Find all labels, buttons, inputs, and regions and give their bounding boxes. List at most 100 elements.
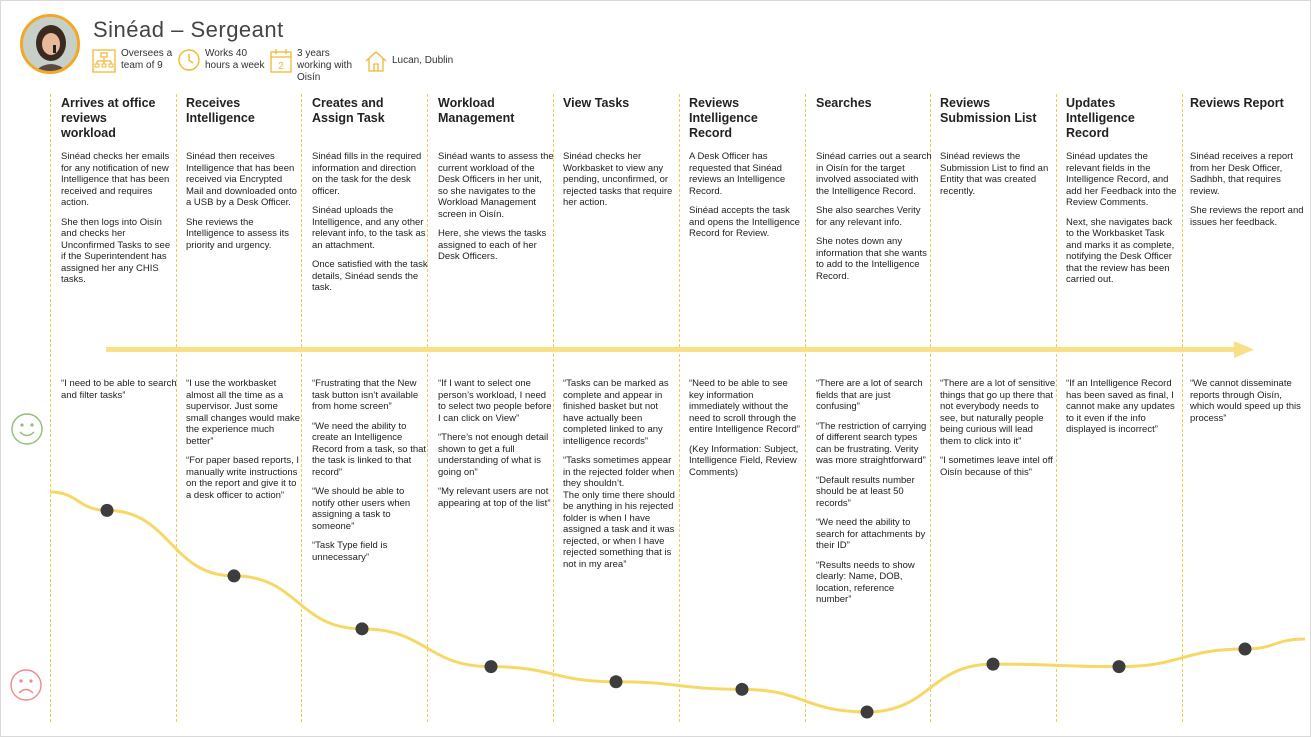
- stage-column: View Tasks Sinéad checks her Workbasket t…: [563, 96, 679, 217]
- house-icon: [365, 51, 387, 72]
- persona-name: Sinéad – Sergeant: [93, 17, 284, 42]
- stage-quotes: “There are a lot of search fields that a…: [816, 378, 932, 614]
- quote: “There are a lot of search fields that a…: [816, 378, 923, 412]
- stage-column: Reviews Intelligence Record A Desk Office…: [689, 96, 805, 248]
- stage-quotes: “There are a lot of sensitive things tha…: [940, 378, 1056, 486]
- stage-quotes: “If an Intelligence Record has been save…: [1066, 378, 1182, 444]
- description-paragraph: She reviews the Intelligence to assess i…: [186, 216, 289, 251]
- stage-description: Sinéad checks her emails for any notific…: [61, 151, 177, 286]
- stage-divider: [805, 94, 806, 722]
- stage-quotes: “We cannot disseminate reports through O…: [1190, 378, 1306, 432]
- stage-divider: [1056, 94, 1057, 722]
- description-paragraph: Sinéad checks her Workbasket to view any…: [563, 151, 673, 208]
- quote: “We should be able to notify other users…: [312, 486, 411, 532]
- stage-column: Reviews Submission List Sinéad reviews th…: [940, 96, 1056, 205]
- quote: “The restriction of carrying of differen…: [816, 420, 927, 467]
- calendar-icon-number: 2: [278, 61, 284, 72]
- quote: “Frustrating that the New task button is…: [312, 378, 419, 412]
- stage-quotes: “I use the workbasket almost all the tim…: [186, 378, 302, 509]
- stage-quotes: “I need to be able to search and filter …: [61, 378, 177, 409]
- fact-hours: Works 40 hours a week: [177, 48, 264, 72]
- stage-divider: [553, 94, 554, 722]
- timeline-arrow: [106, 341, 1254, 358]
- stage-column: Reviews Report Sinéad receives a report f…: [1190, 96, 1306, 236]
- quote: “If I want to select one person’s worklo…: [438, 378, 552, 424]
- description-paragraph: Sinéad wants to assess the current workl…: [438, 151, 554, 220]
- fact-location: Lucan, Dublin: [364, 50, 453, 72]
- stage-divider: [301, 94, 302, 722]
- stage-quotes: “Tasks can be marked as complete and app…: [563, 378, 679, 578]
- description-paragraph: Sinéad then receives Intelligence that h…: [186, 151, 297, 208]
- fact-years: 2 3 years working with Oisín: [269, 48, 352, 84]
- description-paragraph: Sinéad fills in the required information…: [312, 151, 422, 197]
- stage-column: Receives Intelligence Sinéad then receive…: [186, 96, 302, 259]
- quote: “Results needs to show clearly: Name, DO…: [816, 559, 915, 606]
- quote: “There’s not enough detail shown to get …: [438, 432, 549, 478]
- sad-face-icon: [10, 669, 42, 701]
- quote: “Tasks can be marked as complete and app…: [563, 378, 669, 447]
- description-paragraph: Sinéad reviews the Submission List to fi…: [940, 151, 1049, 197]
- stage-title: Reviews Submission List: [940, 96, 1037, 125]
- stage-title: Receives Intelligence: [186, 96, 255, 125]
- description-paragraph: She reviews the report and issues her fe…: [1190, 205, 1304, 228]
- emotion-point: [1112, 660, 1126, 674]
- stage-quotes: “Need to be able to see key information …: [689, 378, 805, 486]
- description-paragraph: She then logs into Oisín and checks her …: [61, 216, 171, 286]
- quote: “I use the workbasket almost all the tim…: [186, 378, 301, 447]
- description-paragraph: Once satisfied with the task details, Si…: [312, 259, 428, 293]
- quote: “Default results number should be at lea…: [816, 474, 915, 509]
- org-chart-icon: [92, 49, 116, 73]
- quote: “There are a lot of sensitive things tha…: [940, 378, 1056, 447]
- description-paragraph: Sinéad checks her emails for any notific…: [61, 151, 170, 208]
- stage-title: Workload Management: [438, 96, 515, 125]
- quote: “Tasks sometimes appear in the rejected …: [563, 455, 675, 570]
- stage-quotes: “Frustrating that the New task button is…: [312, 378, 428, 571]
- quote: “We cannot disseminate reports through O…: [1190, 378, 1301, 424]
- avatar-photo: [23, 17, 77, 71]
- emotion-point: [860, 705, 874, 719]
- description-paragraph: Sinéad uploads the Intelligence, and any…: [312, 205, 426, 251]
- stage-description: Sinéad reviews the Submission List to fi…: [940, 151, 1056, 197]
- emotion-line: [49, 490, 1306, 714]
- stage-divider: [50, 94, 51, 722]
- emotion-point: [100, 503, 114, 517]
- stage-description: Sinéad fills in the required information…: [312, 151, 428, 294]
- emotion-point: [986, 657, 1000, 671]
- quote: “If an Intelligence Record has been save…: [1066, 378, 1175, 435]
- stage-title: Creates and Assign Task: [312, 96, 385, 125]
- stage-description: Sinéad receives a report from her Desk O…: [1190, 151, 1306, 228]
- quote: “For paper based reports, I manually wri…: [186, 455, 299, 501]
- stage-divider: [176, 94, 177, 722]
- stage-description: Sinéad carries out a search in Oisín for…: [816, 151, 932, 282]
- quote: “Task Type field is unnecessary”: [312, 540, 388, 563]
- stage-title: Searches: [816, 96, 872, 110]
- clock-icon: [178, 49, 200, 71]
- fact-text: Oversees a team of 9: [121, 48, 173, 71]
- fact-text: 3 years working with Oisín: [297, 48, 353, 83]
- description-paragraph: Sinéad carries out a search in Oisín for…: [816, 151, 932, 197]
- stage-column: Updates Intelligence Record Sinéad update…: [1066, 96, 1182, 294]
- emotion-point: [227, 569, 241, 583]
- stage-title: Reviews Intelligence Record: [689, 96, 758, 140]
- persona-avatar: [20, 14, 80, 74]
- stage-quotes: “If I want to select one person’s worklo…: [438, 378, 554, 517]
- emotion-point: [609, 675, 623, 689]
- happy-face-icon: [11, 413, 43, 445]
- stage-description: Sinéad updates the relevant fields in th…: [1066, 151, 1182, 286]
- emotion-point: [1238, 642, 1252, 656]
- stage-title: Updates Intelligence Record: [1066, 96, 1135, 140]
- quote: “We need the ability to create an Intell…: [312, 420, 427, 478]
- stage-column: Searches Sinéad carries out a search in O…: [816, 96, 932, 290]
- description-paragraph: She also searches Verity for any relevan…: [816, 205, 921, 228]
- description-paragraph: Sinéad updates the relevant fields in th…: [1066, 151, 1177, 208]
- stage-title: View Tasks: [563, 96, 630, 110]
- quote: “We need the ability to search for attac…: [816, 517, 926, 551]
- description-paragraph: Here, she views the tasks assigned to ea…: [438, 228, 547, 262]
- quote: “Need to be able to see key information …: [689, 378, 800, 435]
- emotion-point: [735, 682, 749, 696]
- quote: “I need to be able to search and filter …: [61, 378, 177, 401]
- stage-column: Workload Management Sinéad wants to asses…: [438, 96, 554, 271]
- emotion-point: [355, 622, 369, 636]
- description-paragraph: She notes down any information that she …: [816, 236, 927, 282]
- fact-text: Lucan, Dublin: [392, 55, 454, 66]
